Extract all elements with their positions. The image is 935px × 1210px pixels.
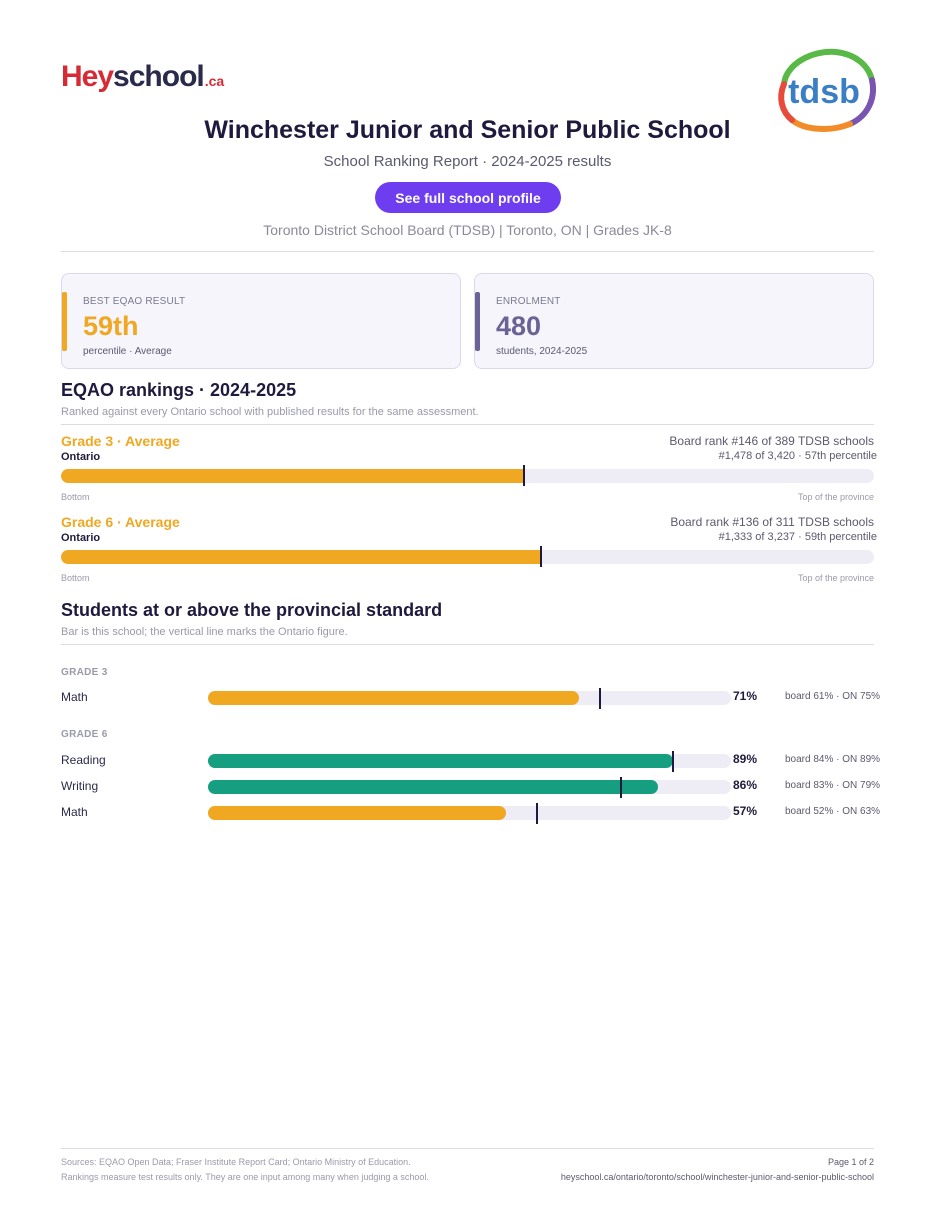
- heyschool-logo: Hey school .ca: [61, 60, 224, 100]
- subject-label: Math: [61, 805, 88, 819]
- grade-6-header: GRADE 6: [61, 729, 108, 740]
- standards-subtitle: Bar is this school; the vertical line ma…: [61, 626, 348, 638]
- divider: [61, 424, 874, 425]
- report-subtitle: School Ranking Report · 2024-2025 result…: [323, 153, 612, 170]
- bottom-label: Bottom: [61, 573, 90, 583]
- standard-track: [208, 803, 731, 824]
- percentile-marker: [523, 465, 525, 486]
- school-percent: 89%: [733, 752, 758, 766]
- ontario-marker: [672, 751, 674, 772]
- ontario-marker: [536, 803, 538, 824]
- tdsb-logo: tdsb: [778, 48, 876, 132]
- card-label: BEST EQAO RESULT: [83, 296, 186, 307]
- comparison-text: board 84% · ON 89%: [785, 754, 881, 765]
- top-label: Top of the province: [797, 573, 874, 583]
- percentile-fill: [61, 550, 541, 564]
- enrolment-card: ENROLMENT 480 students, 2024-2025: [474, 273, 874, 369]
- rank-grade-label: Grade 3 · Average: [61, 433, 180, 449]
- percentile-track: [61, 550, 874, 564]
- ontario-marker: [599, 688, 601, 709]
- rankings-subtitle: Ranked against every Ontario school with…: [61, 406, 479, 418]
- school-percent: 86%: [733, 778, 758, 792]
- disclaimer-text: Rankings measure test results only. They…: [61, 1172, 429, 1182]
- footer-divider: [61, 1148, 874, 1149]
- divider: [61, 251, 874, 252]
- school-percent: 71%: [733, 689, 758, 703]
- standard-row-g6-math: Math 57% board 52% · ON 63%: [61, 803, 901, 824]
- card-value: 59th: [83, 311, 139, 341]
- bottom-label: Bottom: [61, 492, 90, 502]
- rank-block-grade-3: Grade 3 · Average Ontario Board rank #14…: [61, 433, 877, 513]
- province-rank: #1,333 of 3,237 · 59th percentile: [718, 531, 877, 543]
- standard-row-g6-reading: Reading 89% board 84% · ON 89%: [61, 751, 901, 772]
- percentile-fill: [61, 469, 524, 483]
- school-fill: [208, 780, 658, 794]
- school-meta: Toronto District School Board (TDSB) | T…: [263, 222, 672, 238]
- school-percent: 57%: [733, 804, 758, 818]
- footer-sources: Sources: EQAO Open Data; Fraser Institut…: [61, 1155, 429, 1185]
- rank-region: Ontario: [61, 532, 101, 544]
- see-full-profile-button[interactable]: See full school profile: [375, 182, 561, 213]
- card-note: students, 2024-2025: [496, 346, 588, 357]
- comparison-text: board 83% · ON 79%: [785, 780, 881, 791]
- standard-row-g3-math: Math 71% board 61% · ON 75%: [61, 688, 901, 709]
- rank-grade-label: Grade 6 · Average: [61, 514, 180, 530]
- card-label: ENROLMENT: [496, 296, 561, 307]
- standard-track: [208, 688, 731, 709]
- comparison-text: board 61% · ON 75%: [785, 691, 881, 702]
- logo-school: school: [113, 60, 205, 93]
- province-rank: #1,478 of 3,420 · 57th percentile: [718, 450, 877, 462]
- board-rank: Board rank #146 of 389 TDSB schools: [669, 434, 874, 448]
- tdsb-logo-text: tdsb: [788, 73, 860, 111]
- card-accent: [475, 292, 480, 351]
- rankings-title: EQAO rankings · 2024-2025: [61, 380, 297, 400]
- standard-track: [208, 777, 731, 798]
- page-url[interactable]: heyschool.ca/ontario/toronto/school/winc…: [560, 1172, 874, 1182]
- subject-label: Writing: [61, 779, 99, 793]
- card-value: 480: [496, 311, 542, 341]
- card-note: percentile · Average: [83, 346, 172, 357]
- school-fill: [208, 806, 506, 820]
- page-title: Winchester Junior and Senior Public Scho…: [204, 116, 731, 144]
- standard-track: [208, 751, 731, 772]
- board-rank: Board rank #136 of 311 TDSB schools: [670, 515, 874, 529]
- subject-label: Math: [61, 690, 88, 704]
- rank-region: Ontario: [61, 451, 101, 463]
- school-fill: [208, 691, 579, 705]
- logo-ca: .ca: [204, 73, 225, 89]
- footer-page-info: Page 1 of 2 heyschool.ca/ontario/toronto…: [561, 1155, 874, 1185]
- subject-label: Reading: [61, 753, 106, 767]
- top-label: Top of the province: [797, 492, 874, 502]
- card-accent: [62, 292, 67, 351]
- standards-title: Students at or above the provincial stan…: [61, 600, 443, 620]
- grade-3-header: GRADE 3: [61, 667, 108, 678]
- percentile-track: [61, 469, 874, 483]
- school-fill: [208, 754, 673, 768]
- comparison-text: board 52% · ON 63%: [785, 806, 881, 817]
- sources-text: Sources: EQAO Open Data; Fraser Institut…: [61, 1157, 411, 1167]
- page-number: Page 1 of 2: [827, 1157, 874, 1167]
- best-eqao-card: BEST EQAO RESULT 59th percentile · Avera…: [61, 273, 461, 369]
- divider: [61, 644, 874, 645]
- standard-row-g6-writing: Writing 86% board 83% · ON 79%: [61, 777, 901, 798]
- logo-hey: Hey: [61, 60, 114, 93]
- ontario-marker: [620, 777, 622, 798]
- percentile-marker: [540, 546, 542, 567]
- rank-block-grade-6: Grade 6 · Average Ontario Board rank #13…: [61, 514, 877, 594]
